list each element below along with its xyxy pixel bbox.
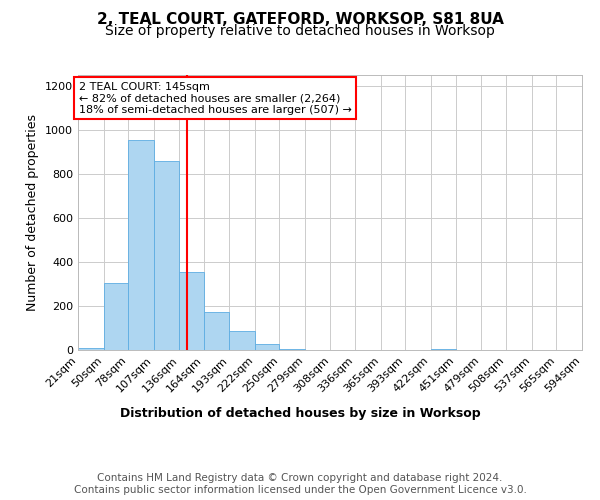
Bar xyxy=(179,272,204,350)
Bar xyxy=(255,344,280,350)
Bar xyxy=(104,283,128,350)
Bar xyxy=(204,312,229,350)
Text: 2 TEAL COURT: 145sqm
← 82% of detached houses are smaller (2,264)
18% of semi-de: 2 TEAL COURT: 145sqm ← 82% of detached h… xyxy=(79,82,352,115)
Text: Contains HM Land Registry data © Crown copyright and database right 2024.
Contai: Contains HM Land Registry data © Crown c… xyxy=(74,474,526,495)
Y-axis label: Number of detached properties: Number of detached properties xyxy=(26,114,40,311)
Text: Size of property relative to detached houses in Worksop: Size of property relative to detached ho… xyxy=(105,24,495,38)
Text: 2, TEAL COURT, GATEFORD, WORKSOP, S81 8UA: 2, TEAL COURT, GATEFORD, WORKSOP, S81 8U… xyxy=(97,12,503,28)
Text: Distribution of detached houses by size in Worksop: Distribution of detached houses by size … xyxy=(119,408,481,420)
Bar xyxy=(229,332,255,350)
Bar xyxy=(154,161,179,350)
Bar xyxy=(128,140,154,350)
Bar xyxy=(431,349,456,350)
Bar xyxy=(78,348,104,350)
